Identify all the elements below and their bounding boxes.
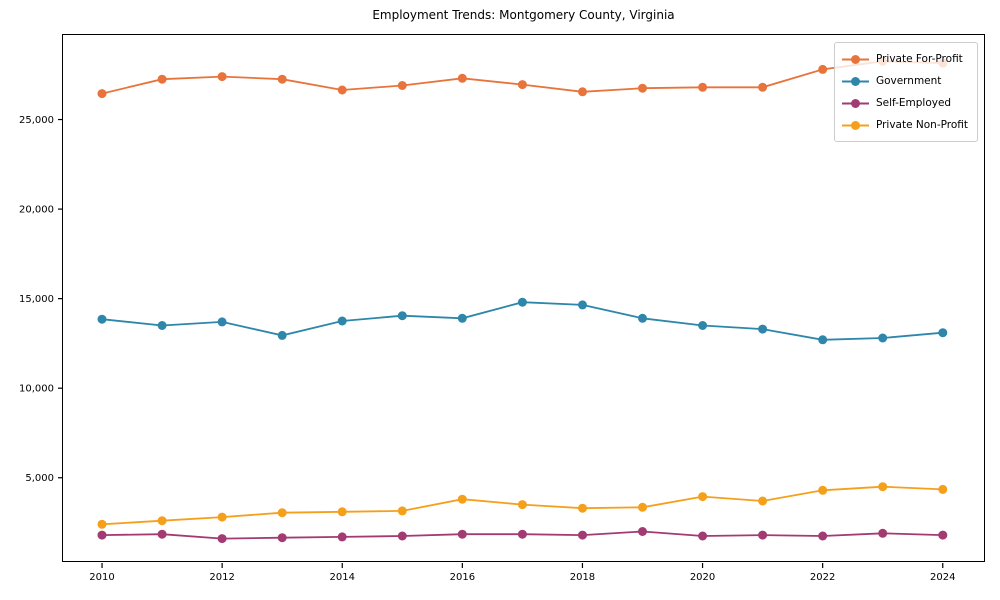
series-point (277, 330, 287, 340)
series-point (578, 87, 587, 97)
series-point (277, 533, 287, 543)
x-tick-label: 2020 (690, 572, 715, 583)
series-point (157, 516, 167, 526)
x-tick-label: 2016 (450, 572, 475, 583)
x-tick-label: 2024 (930, 572, 955, 583)
line-chart-canvas: 2010 2012 2014 2016 2018 2020 2022 2024 5,000 10,… (19, 56, 955, 583)
series-point (397, 81, 407, 90)
y-tick-label: 25,000 (19, 115, 54, 126)
series-point (217, 512, 227, 522)
x-tick-label: 2010 (89, 572, 114, 583)
series-point (878, 528, 888, 538)
series-point (698, 321, 708, 330)
series-point (457, 529, 467, 539)
series-point (97, 530, 107, 540)
legend: Private For-Profit Government Self-Employe… (833, 42, 978, 142)
legend-item: Private For-Profit (841, 48, 968, 70)
series-point (337, 316, 347, 326)
series-point (818, 335, 828, 345)
series-point (818, 531, 828, 541)
series-point (938, 530, 948, 540)
series-point (698, 531, 708, 541)
legend-item: Private Non-Profit (841, 114, 968, 136)
legend-marker-icon (841, 120, 869, 130)
chart-title: Employment Trends: Montgomery County, Vi… (372, 8, 675, 22)
x-tick-label: 2022 (810, 572, 835, 583)
series-point (337, 532, 347, 542)
series-point (638, 83, 647, 93)
legend-item-label: Government (875, 75, 942, 87)
series-point (397, 506, 407, 516)
series-point (337, 507, 347, 517)
series-point (457, 313, 467, 323)
series-point (157, 529, 167, 539)
series-point (277, 74, 287, 84)
series-point (818, 485, 828, 495)
series-point (157, 74, 167, 84)
series-point (217, 317, 227, 327)
series-point (578, 503, 587, 513)
plot-area: 2010 2012 2014 2016 2018 2020 2022 2024 5,000 10,… (19, 34, 985, 583)
series-point (818, 64, 828, 74)
series-point (97, 519, 107, 529)
legend-dot (850, 98, 860, 108)
series-point (97, 314, 107, 324)
series-point (638, 527, 647, 536)
legend-item: Government (841, 70, 968, 92)
series-point (397, 531, 407, 541)
series-point (638, 313, 647, 323)
series-point (938, 328, 948, 338)
legend-marker-icon (841, 54, 869, 64)
x-tick-label: 2018 (570, 572, 595, 583)
series-point (758, 530, 768, 540)
legend-item-label: Private Non-Profit (875, 119, 968, 131)
series-point (217, 534, 227, 544)
series-point (698, 492, 708, 502)
series-point (457, 73, 467, 83)
legend-item-label: Private For-Profit (875, 53, 963, 65)
series-point (878, 482, 888, 492)
series-point (758, 496, 768, 506)
series-point (517, 80, 527, 90)
series-point (157, 321, 167, 330)
legend-dot (850, 120, 860, 130)
series-point (578, 530, 587, 540)
series-point (217, 72, 227, 82)
series-point (457, 494, 467, 504)
legend-item-label: Self-Employed (875, 97, 952, 109)
y-tick-label: 5,000 (25, 473, 54, 484)
series-point (758, 324, 768, 334)
legend-marker-icon (841, 76, 869, 86)
series-point (578, 300, 587, 310)
series-point (938, 484, 948, 494)
y-tick-label: 20,000 (19, 205, 54, 216)
series-point (517, 529, 527, 539)
legend-item: Self-Employed (841, 92, 968, 114)
series-point (277, 508, 287, 518)
series-point (337, 85, 347, 95)
x-tick-label: 2012 (209, 572, 234, 583)
legend-dot (850, 76, 860, 86)
series-point (698, 82, 708, 92)
x-tick-label: 2014 (330, 572, 355, 583)
series-line (101, 301, 943, 341)
legend-marker-icon (841, 98, 869, 108)
legend-dot (850, 54, 860, 64)
series-point (97, 89, 107, 99)
series-point (758, 82, 768, 92)
y-tick-label: 15,000 (19, 294, 54, 305)
series-point (517, 500, 527, 510)
series-point (638, 502, 647, 512)
series-point (878, 333, 888, 343)
series-point (397, 311, 407, 321)
y-tick-label: 10,000 (19, 384, 54, 395)
series-point (517, 297, 527, 307)
